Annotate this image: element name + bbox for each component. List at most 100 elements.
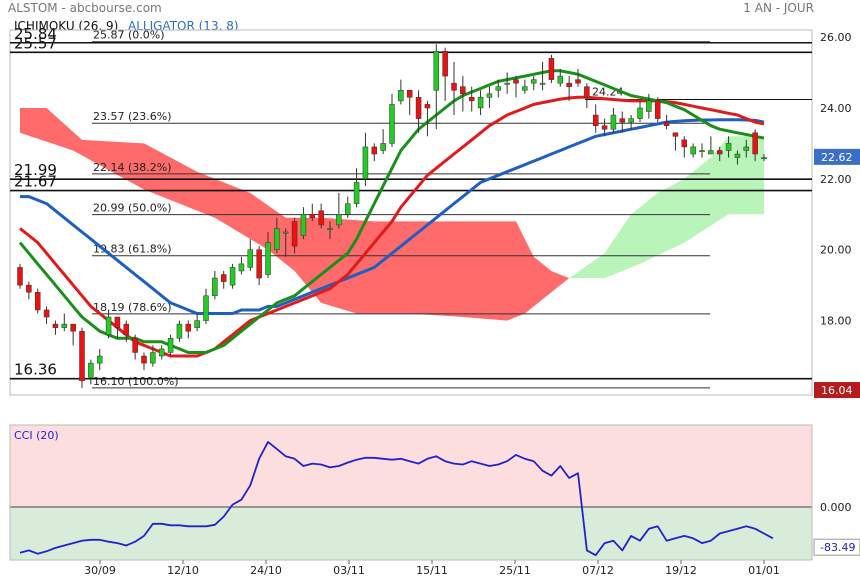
candle [477,97,484,109]
fib-label: 25.87 (0.0%) [93,29,165,42]
fib-label: 23.57 (23.6%) [93,110,172,123]
last-price-badge [814,148,860,165]
candle [158,348,165,357]
candle [247,249,254,268]
candle [398,89,404,102]
candle [79,330,85,382]
candle [637,107,643,119]
candle [327,228,333,230]
candle [371,146,378,155]
candle [539,82,546,85]
candle [406,89,413,98]
candle [743,146,750,151]
candle [282,231,289,234]
candle [123,323,130,336]
candle [34,291,41,311]
cci-value-badge [813,538,860,556]
candle [380,143,386,151]
candle [309,214,316,219]
last-price-label: 22.62 [821,151,853,164]
x-tick-label: 01/01 [748,564,780,577]
candle [194,320,200,328]
candle [220,274,227,282]
candle [619,118,626,123]
price-tick: 20.00 [820,244,852,257]
candle [495,86,502,91]
candle [300,214,307,236]
candle [548,58,555,80]
cci-line [19,440,774,557]
candle [229,267,236,286]
ichimoku-cloud-bearish [20,108,570,321]
candle [185,323,192,332]
candle [141,355,147,364]
candle [646,100,652,112]
candle [716,150,723,155]
candle [708,150,714,155]
price-tick: 26.00 [820,31,852,44]
candle [424,104,431,109]
candle [672,132,679,137]
candle [601,125,608,130]
candle [43,309,50,318]
candle [654,100,661,119]
low-marker-label: 16.04 [821,384,853,397]
candle [442,51,448,77]
period-label[interactable]: 1 AN - JOUR [743,1,814,15]
candle [690,146,696,155]
candle [114,316,121,328]
candle [167,338,174,353]
series-line-0 [20,118,765,315]
candle [238,263,245,272]
x-tick-label: 24/10 [250,564,282,577]
candle [761,157,767,160]
fib-label: 20.99 (50.0%) [93,202,172,215]
candle [203,295,209,321]
candle [663,121,670,126]
candle [52,323,59,328]
series-line-2 [18,69,765,354]
level-label: 25.84 [14,25,57,43]
candle [628,118,634,123]
candle [26,284,32,293]
candle [336,214,342,226]
cci-oversold-zone [10,506,812,560]
candle [17,267,23,286]
candle [176,323,183,339]
candle [132,338,138,353]
candle [256,249,262,279]
ichimoku-cloud-bullish [569,136,764,279]
level-label: 21.99 [14,161,57,179]
candle [344,203,351,215]
candle [725,143,732,151]
candle [150,352,156,364]
cci-value-label: -83.49 [820,541,855,554]
candle [699,150,705,152]
candle [468,97,475,102]
candle [265,242,271,275]
candle [61,323,68,328]
candle [362,146,369,180]
fib-label: 16.10 (100.0%) [93,375,179,388]
candle [557,75,564,84]
cci-panel [9,424,813,561]
candle [212,277,218,297]
candle [513,79,519,84]
candle [96,355,103,364]
fib-label: 19.83 (61.8%) [93,243,172,256]
candle [291,221,298,247]
candle [530,79,537,84]
price-tick: 18.00 [820,315,852,328]
candle [522,86,528,91]
cci-zero-tick: 0.000 [820,501,852,514]
x-tick-label: 03/11 [333,564,365,577]
candle [451,82,457,91]
x-tick-label: 25/11 [499,564,531,577]
candle [734,153,741,158]
fib-label: 22.14 (38.2%) [93,161,172,174]
candle [610,114,617,130]
x-tick-label: 12/10 [167,564,199,577]
fib-label: 18.19 (78.6%) [93,301,172,314]
x-tick-label: 07/12 [582,564,614,577]
